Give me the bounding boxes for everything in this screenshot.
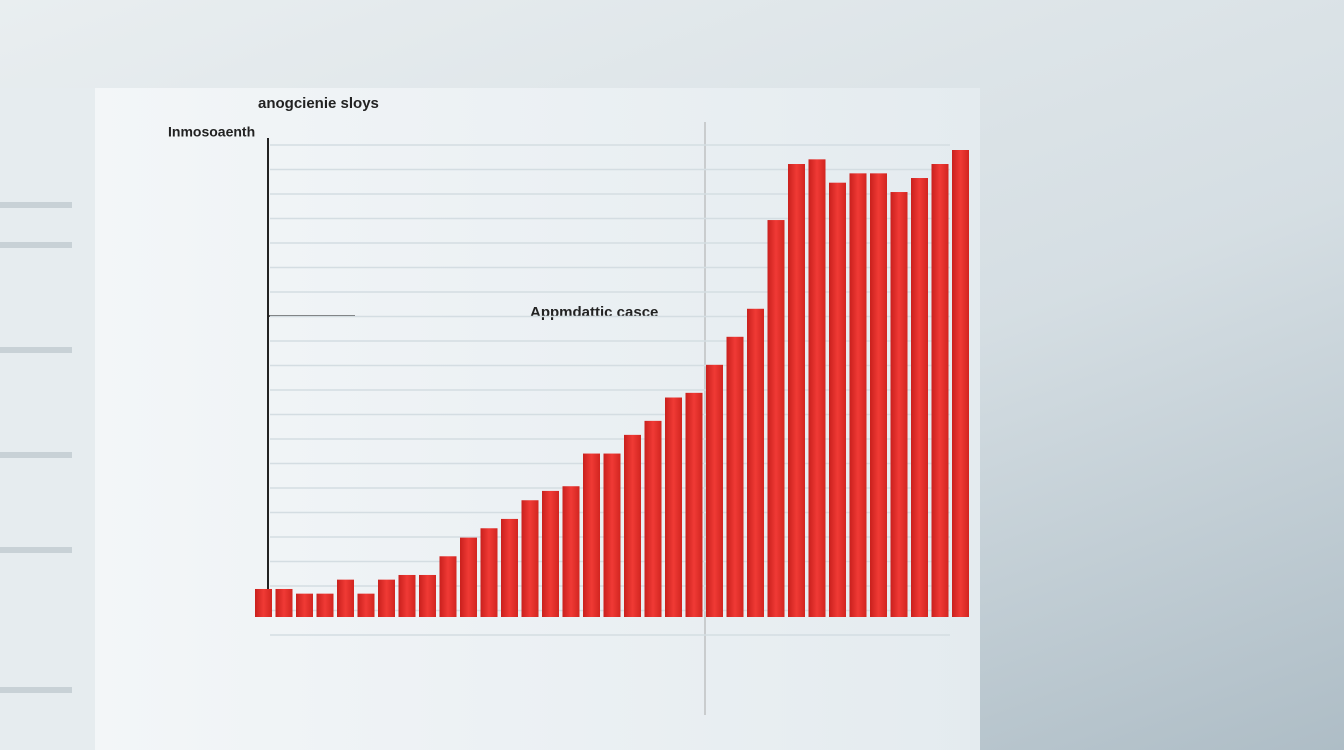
bar [316,593,334,617]
bar [542,490,559,617]
bar [849,173,867,617]
bar [603,453,621,617]
bar [562,486,580,617]
bar [296,593,313,617]
bar [644,420,662,617]
bar [685,392,703,617]
bar [378,579,395,617]
chart-panel [95,88,980,750]
bar [808,159,826,617]
bar [419,574,436,617]
bar [480,528,498,617]
side-panel [0,88,95,750]
chart-title: anogcienie sloys [258,95,379,112]
bar [460,537,477,617]
bar [952,150,969,617]
bar [726,336,744,617]
bar [624,434,641,617]
axis-label: Inmosoaenth [168,124,255,140]
bar [337,579,354,617]
bar [501,518,518,617]
bar [788,164,805,617]
bar [890,192,908,617]
bar [357,593,375,617]
bar [255,588,272,617]
annotation: Appmdattic casce [530,304,658,321]
bar [398,574,416,617]
bar [665,397,682,617]
bars [255,150,969,618]
bar [583,453,600,617]
bar [829,182,846,617]
bar [870,173,887,617]
bar [911,178,928,617]
bar [275,588,293,617]
bar [706,364,723,617]
side-lines [0,202,72,693]
bar [767,220,785,618]
bar [747,308,764,617]
bar [439,556,457,617]
bar [521,500,539,617]
bar [931,164,949,617]
